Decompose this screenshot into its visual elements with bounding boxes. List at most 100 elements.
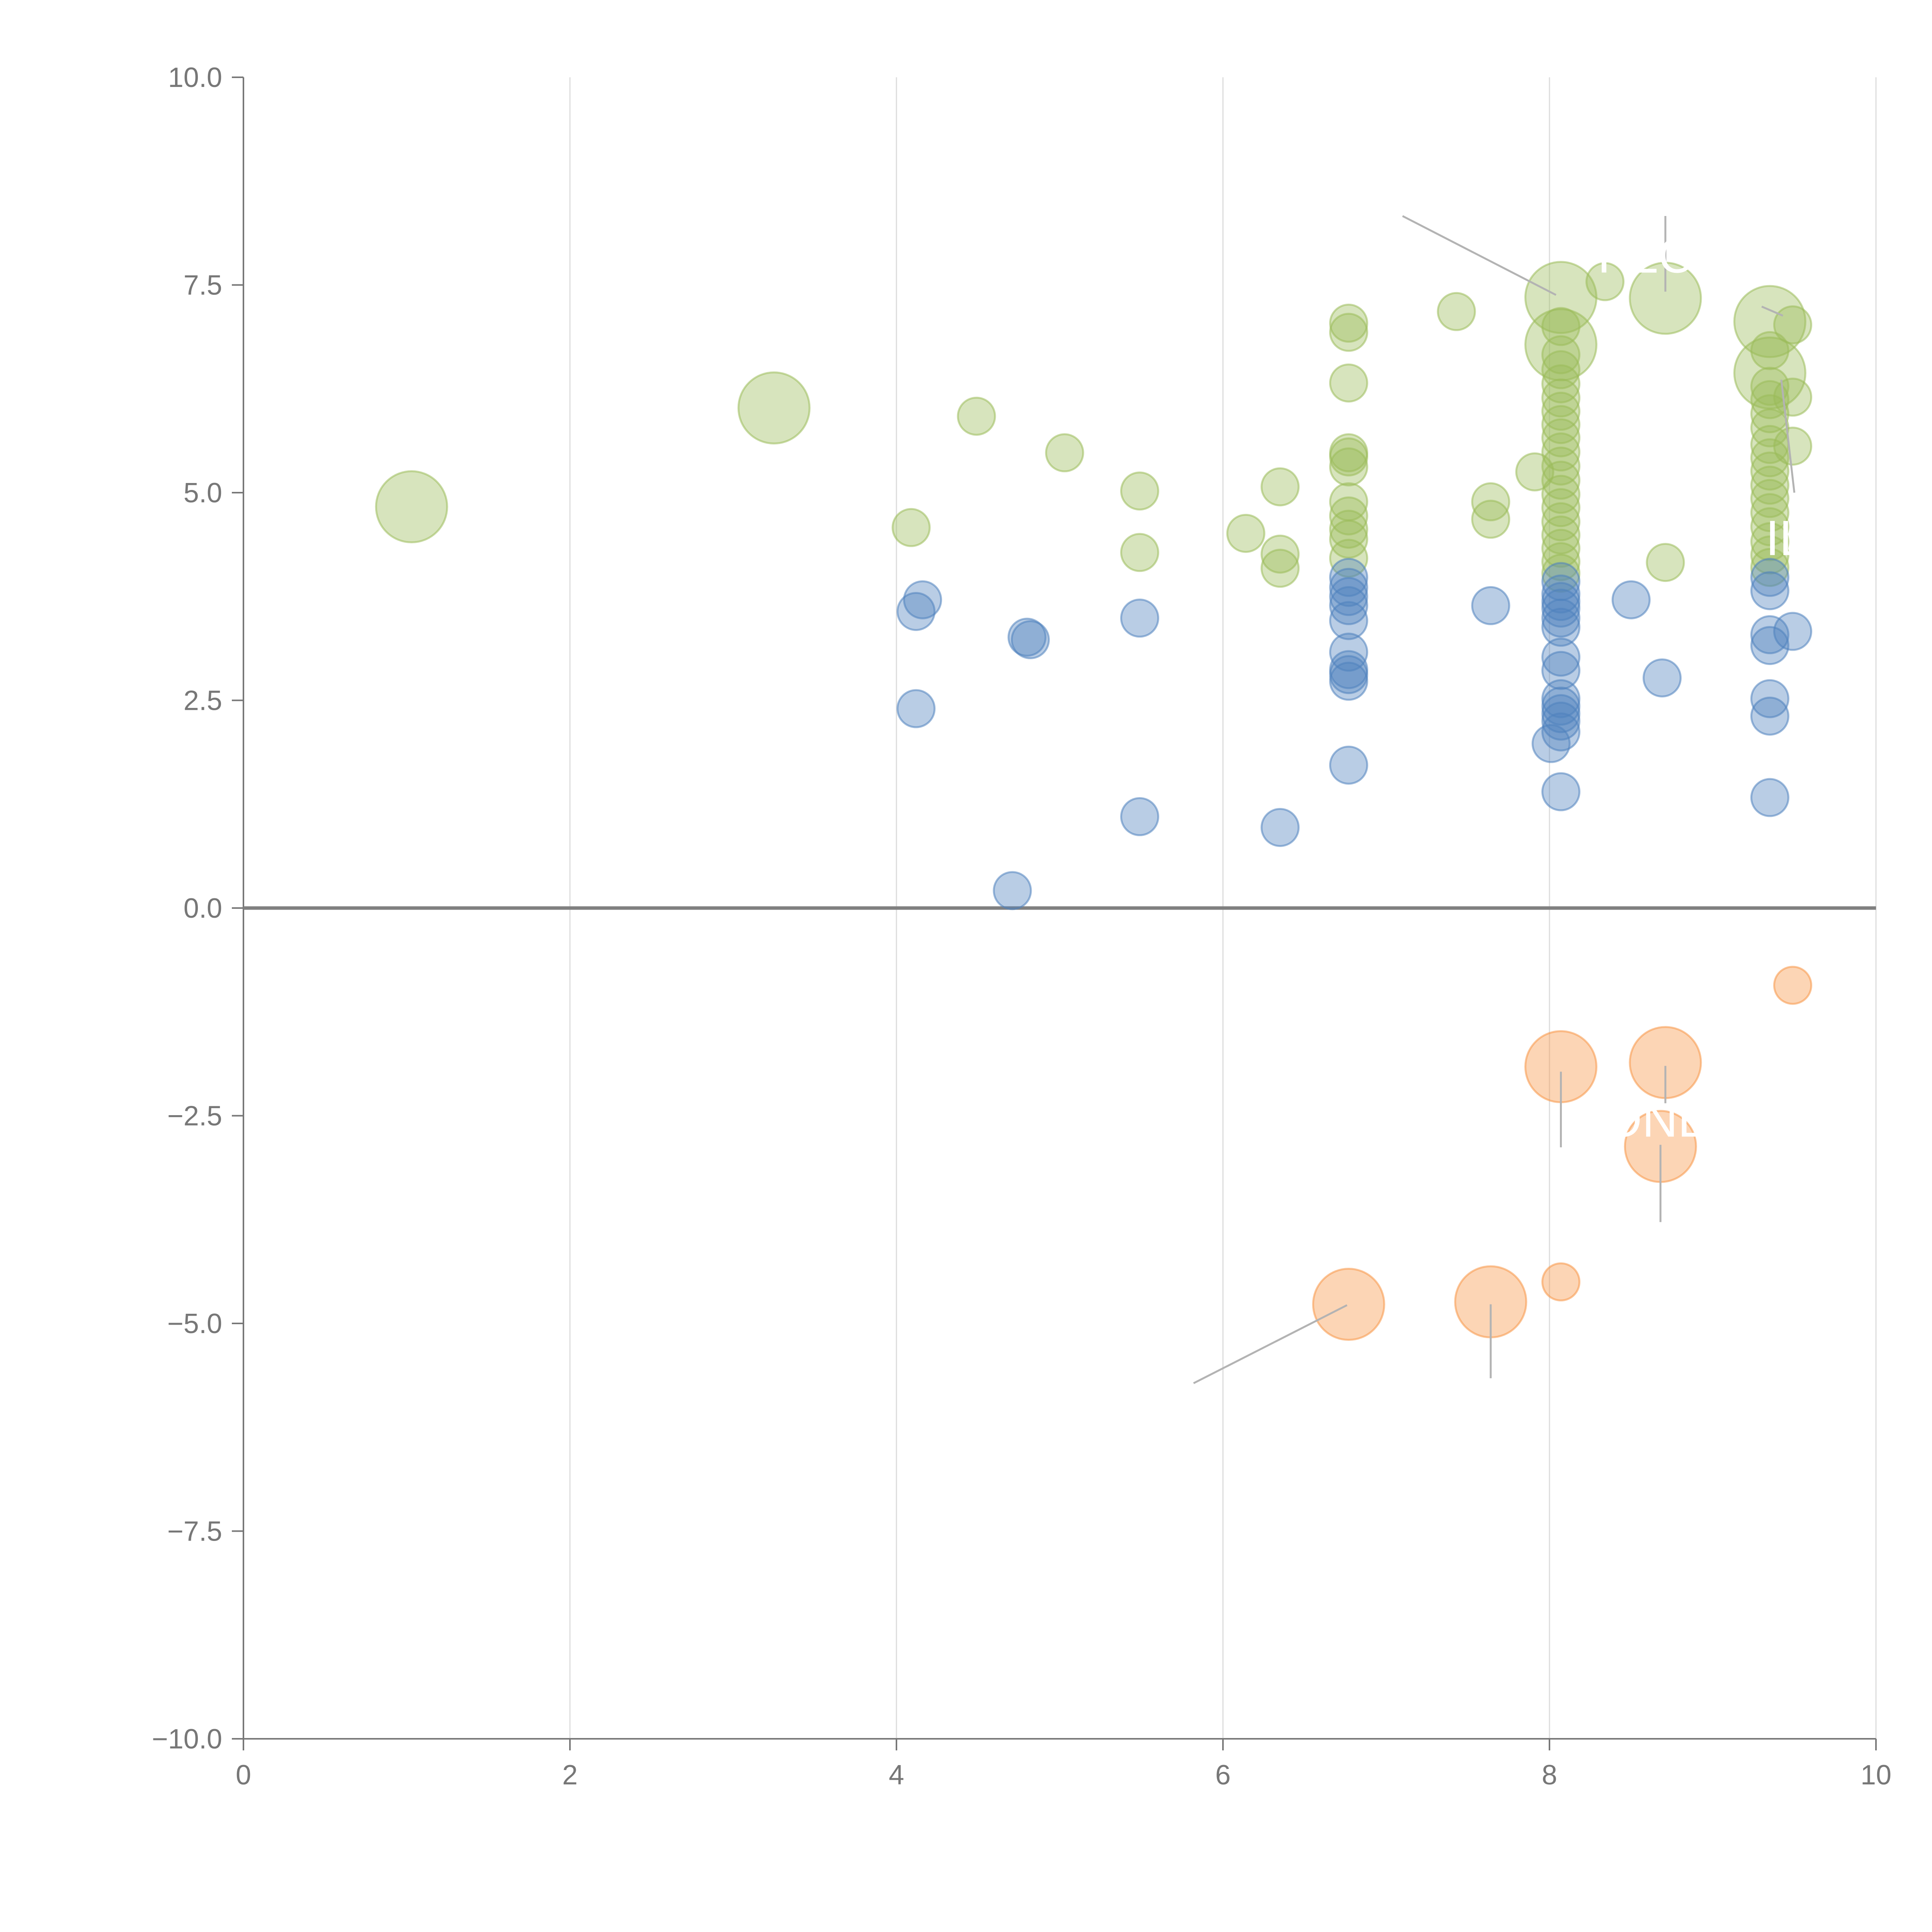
blue-bubble-40 xyxy=(1750,626,1789,665)
green-bubble-66 xyxy=(1773,305,1813,345)
green-bubble-2 xyxy=(891,508,931,547)
annotation-leader-1 xyxy=(1780,379,1796,493)
green-bubble-29 xyxy=(1541,335,1581,374)
green-bubble-39 xyxy=(1541,474,1581,514)
green-bubble-46 xyxy=(1585,262,1625,301)
green-bubble-67 xyxy=(1773,378,1813,417)
green-bubble-5 xyxy=(1120,471,1160,511)
axes-layer: 0 2 4 6 8 10 10.0 7.5 5.0 2.5 0.0 −2.5 −5.0 −7.5 −10.0 xyxy=(152,62,1891,1791)
blue-bubble-34 xyxy=(1541,772,1581,811)
blue-bubble-17 xyxy=(1329,662,1368,701)
orange-bubble-0 xyxy=(1773,966,1813,1005)
green-bubble-61 xyxy=(1750,493,1789,532)
green-bubble-24 xyxy=(1471,500,1510,539)
blue-bubble-1 xyxy=(903,580,942,619)
blue-bubble-33 xyxy=(1531,724,1571,763)
green-bubble-32 xyxy=(1541,378,1581,418)
x-tick-label-5: 10 xyxy=(1861,1760,1891,1791)
green-bubble-10 xyxy=(1260,549,1300,588)
leader-line-4 xyxy=(1193,1304,1348,1384)
green-bubble-57 xyxy=(1750,438,1789,478)
blue-bubble-5 xyxy=(1010,620,1050,660)
blue-bubble-0 xyxy=(896,592,936,631)
green-bubble-45 xyxy=(1541,554,1581,593)
blue-bubble-13 xyxy=(1329,601,1368,640)
blue-bubble-4 xyxy=(1007,617,1047,657)
green-bubble-42 xyxy=(1541,515,1581,555)
green-bubble-15 xyxy=(1329,437,1368,477)
green-bubble-64 xyxy=(1750,535,1789,575)
green-bubble-25 xyxy=(1515,452,1554,492)
green-bubble-18 xyxy=(1329,496,1368,536)
green-bubble-40 xyxy=(1541,488,1581,527)
blue-bubble-37 xyxy=(1750,558,1789,597)
green-bubble-11 xyxy=(1329,303,1368,343)
green-bubble-13 xyxy=(1329,363,1368,403)
orange-bubble-5 xyxy=(1312,1268,1385,1341)
green-bubble-0 xyxy=(375,470,448,544)
green-bubble-16 xyxy=(1329,447,1368,486)
y-tick-label-7: −7.5 xyxy=(167,1516,222,1547)
annotations-layer: PLC IL ONE xyxy=(1193,215,1807,1384)
blue-bubble-38 xyxy=(1750,571,1789,611)
green-bubble-4 xyxy=(1045,433,1084,473)
blue-bubble-44 xyxy=(1773,612,1813,651)
green-bubble-35 xyxy=(1541,418,1581,457)
blue-bubble-19 xyxy=(1471,586,1510,625)
blue-bubble-25 xyxy=(1541,607,1581,647)
green-bubble-36 xyxy=(1541,432,1581,472)
blue-bubble-18 xyxy=(1329,745,1368,785)
green-bubble-48 xyxy=(1646,543,1685,582)
green-bubble-30 xyxy=(1541,350,1581,389)
annotation-leader-0 xyxy=(1402,215,1557,296)
green-bubble-59 xyxy=(1750,466,1789,505)
green-bubble-28 xyxy=(1541,307,1581,346)
blue-bubble-2 xyxy=(896,689,936,728)
y-tick-label-6: −5.0 xyxy=(167,1308,222,1339)
green-bubble-9 xyxy=(1260,534,1300,574)
green-bubble-58 xyxy=(1750,451,1789,491)
x-tick-label-2: 4 xyxy=(889,1760,904,1791)
series-blue xyxy=(896,558,1813,910)
y-tick-label-2: 5.0 xyxy=(184,478,222,509)
annotation-label-1: IL xyxy=(1765,510,1807,566)
blue-bubble-36 xyxy=(1643,658,1682,697)
annotation-label-0: PLC xyxy=(1598,228,1694,283)
green-bubble-34 xyxy=(1541,405,1581,444)
blue-bubble-14 xyxy=(1329,633,1368,672)
x-tick-label-4: 8 xyxy=(1542,1760,1557,1791)
green-bubble-22 xyxy=(1437,292,1476,331)
blue-bubble-27 xyxy=(1541,651,1581,690)
series-orange xyxy=(1312,966,1813,1341)
x-tick-label-0: 0 xyxy=(236,1760,251,1791)
blue-bubble-31 xyxy=(1541,701,1581,741)
y-tick-label-3: 2.5 xyxy=(184,685,222,716)
annotation-label-2: ONE xyxy=(1604,1092,1711,1147)
green-bubble-68 xyxy=(1773,427,1813,466)
blue-bubble-41 xyxy=(1750,679,1789,718)
blue-bubble-7 xyxy=(1120,797,1160,836)
green-bubble-52 xyxy=(1750,367,1789,406)
blue-bubble-24 xyxy=(1541,599,1581,638)
green-bubble-23 xyxy=(1471,482,1510,522)
green-bubble-3 xyxy=(957,396,996,436)
y-tick-label-8: −10.0 xyxy=(152,1724,222,1755)
blue-bubble-43 xyxy=(1750,778,1789,817)
green-bubble-12 xyxy=(1329,313,1368,352)
green-bubble-51 xyxy=(1750,331,1789,370)
blue-bubble-35 xyxy=(1611,580,1651,619)
blue-bubble-11 xyxy=(1329,577,1368,616)
blue-bubble-12 xyxy=(1329,586,1368,625)
series-green xyxy=(375,261,1813,593)
green-bubble-44 xyxy=(1541,542,1581,581)
blue-bubble-26 xyxy=(1541,638,1581,677)
x-tick-label-3: 6 xyxy=(1215,1760,1231,1791)
x-tick-label-1: 2 xyxy=(562,1760,578,1791)
green-bubble-54 xyxy=(1750,394,1789,434)
marks-layer xyxy=(375,261,1813,1341)
orange-bubble-4 xyxy=(1541,1262,1581,1301)
y-tick-label-0: 10.0 xyxy=(168,62,222,93)
green-bubble-37 xyxy=(1541,446,1581,486)
green-bubble-41 xyxy=(1541,502,1581,541)
